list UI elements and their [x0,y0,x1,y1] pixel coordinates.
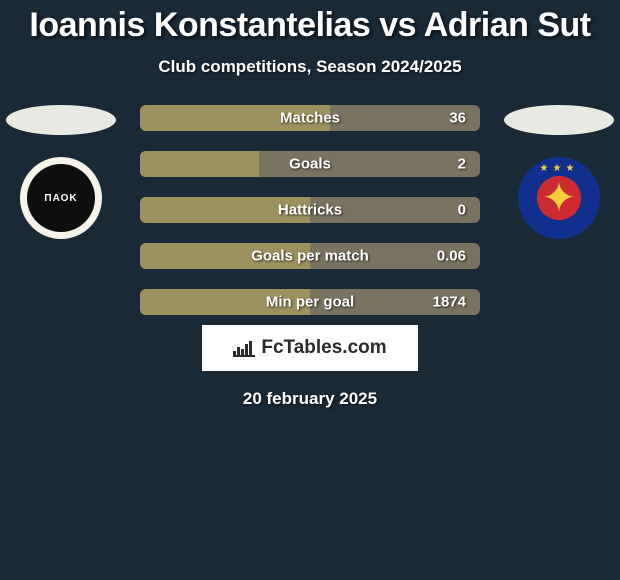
stat-bar-value: 0 [458,202,466,219]
stat-bar-fill [140,151,259,177]
stat-bar: Goals per match 0.06 [140,243,480,269]
stat-bar: Hattricks 0 [140,197,480,223]
stat-bar-label: Goals per match [251,248,369,265]
club-crest-right: ★★★ ✦ [518,157,600,239]
brand-text: FcTables.com [261,337,386,359]
stat-bar: Min per goal 1874 [140,289,480,315]
stat-bar-value: 36 [449,110,466,127]
player-ellipse-left [6,105,116,135]
stat-bar: Goals 2 [140,151,480,177]
stat-bar-value: 2 [458,156,466,173]
stat-bars: Matches 36 Goals 2 Hattricks 0 Goals per match… [140,105,480,335]
stat-bar-label: Goals [289,156,331,173]
chart-icon [233,339,255,357]
crest-left-text: ΠΑΟΚ [27,164,95,232]
stat-bar-label: Hattricks [278,202,342,219]
stat-bar-value: 0.06 [437,248,466,265]
subtitle: Club competitions, Season 2024/2025 [0,45,620,77]
date-text: 20 february 2025 [0,371,620,409]
crest-right-star-icon: ✦ [541,177,576,219]
stat-bar-label: Matches [280,110,340,127]
stat-bar-value: 1874 [433,294,466,311]
stat-bar: Matches 36 [140,105,480,131]
comparison-area: ΠΑΟΚ ★★★ ✦ Matches 36 Goals 2 Hattricks 0 Goal… [0,105,620,325]
player-ellipse-right [504,105,614,135]
club-crest-left: ΠΑΟΚ [20,157,102,239]
stat-bar-label: Min per goal [266,294,354,311]
page-title: Ioannis Konstantelias vs Adrian Sut [0,0,620,45]
crest-right-stars-icon: ★★★ [540,163,579,174]
